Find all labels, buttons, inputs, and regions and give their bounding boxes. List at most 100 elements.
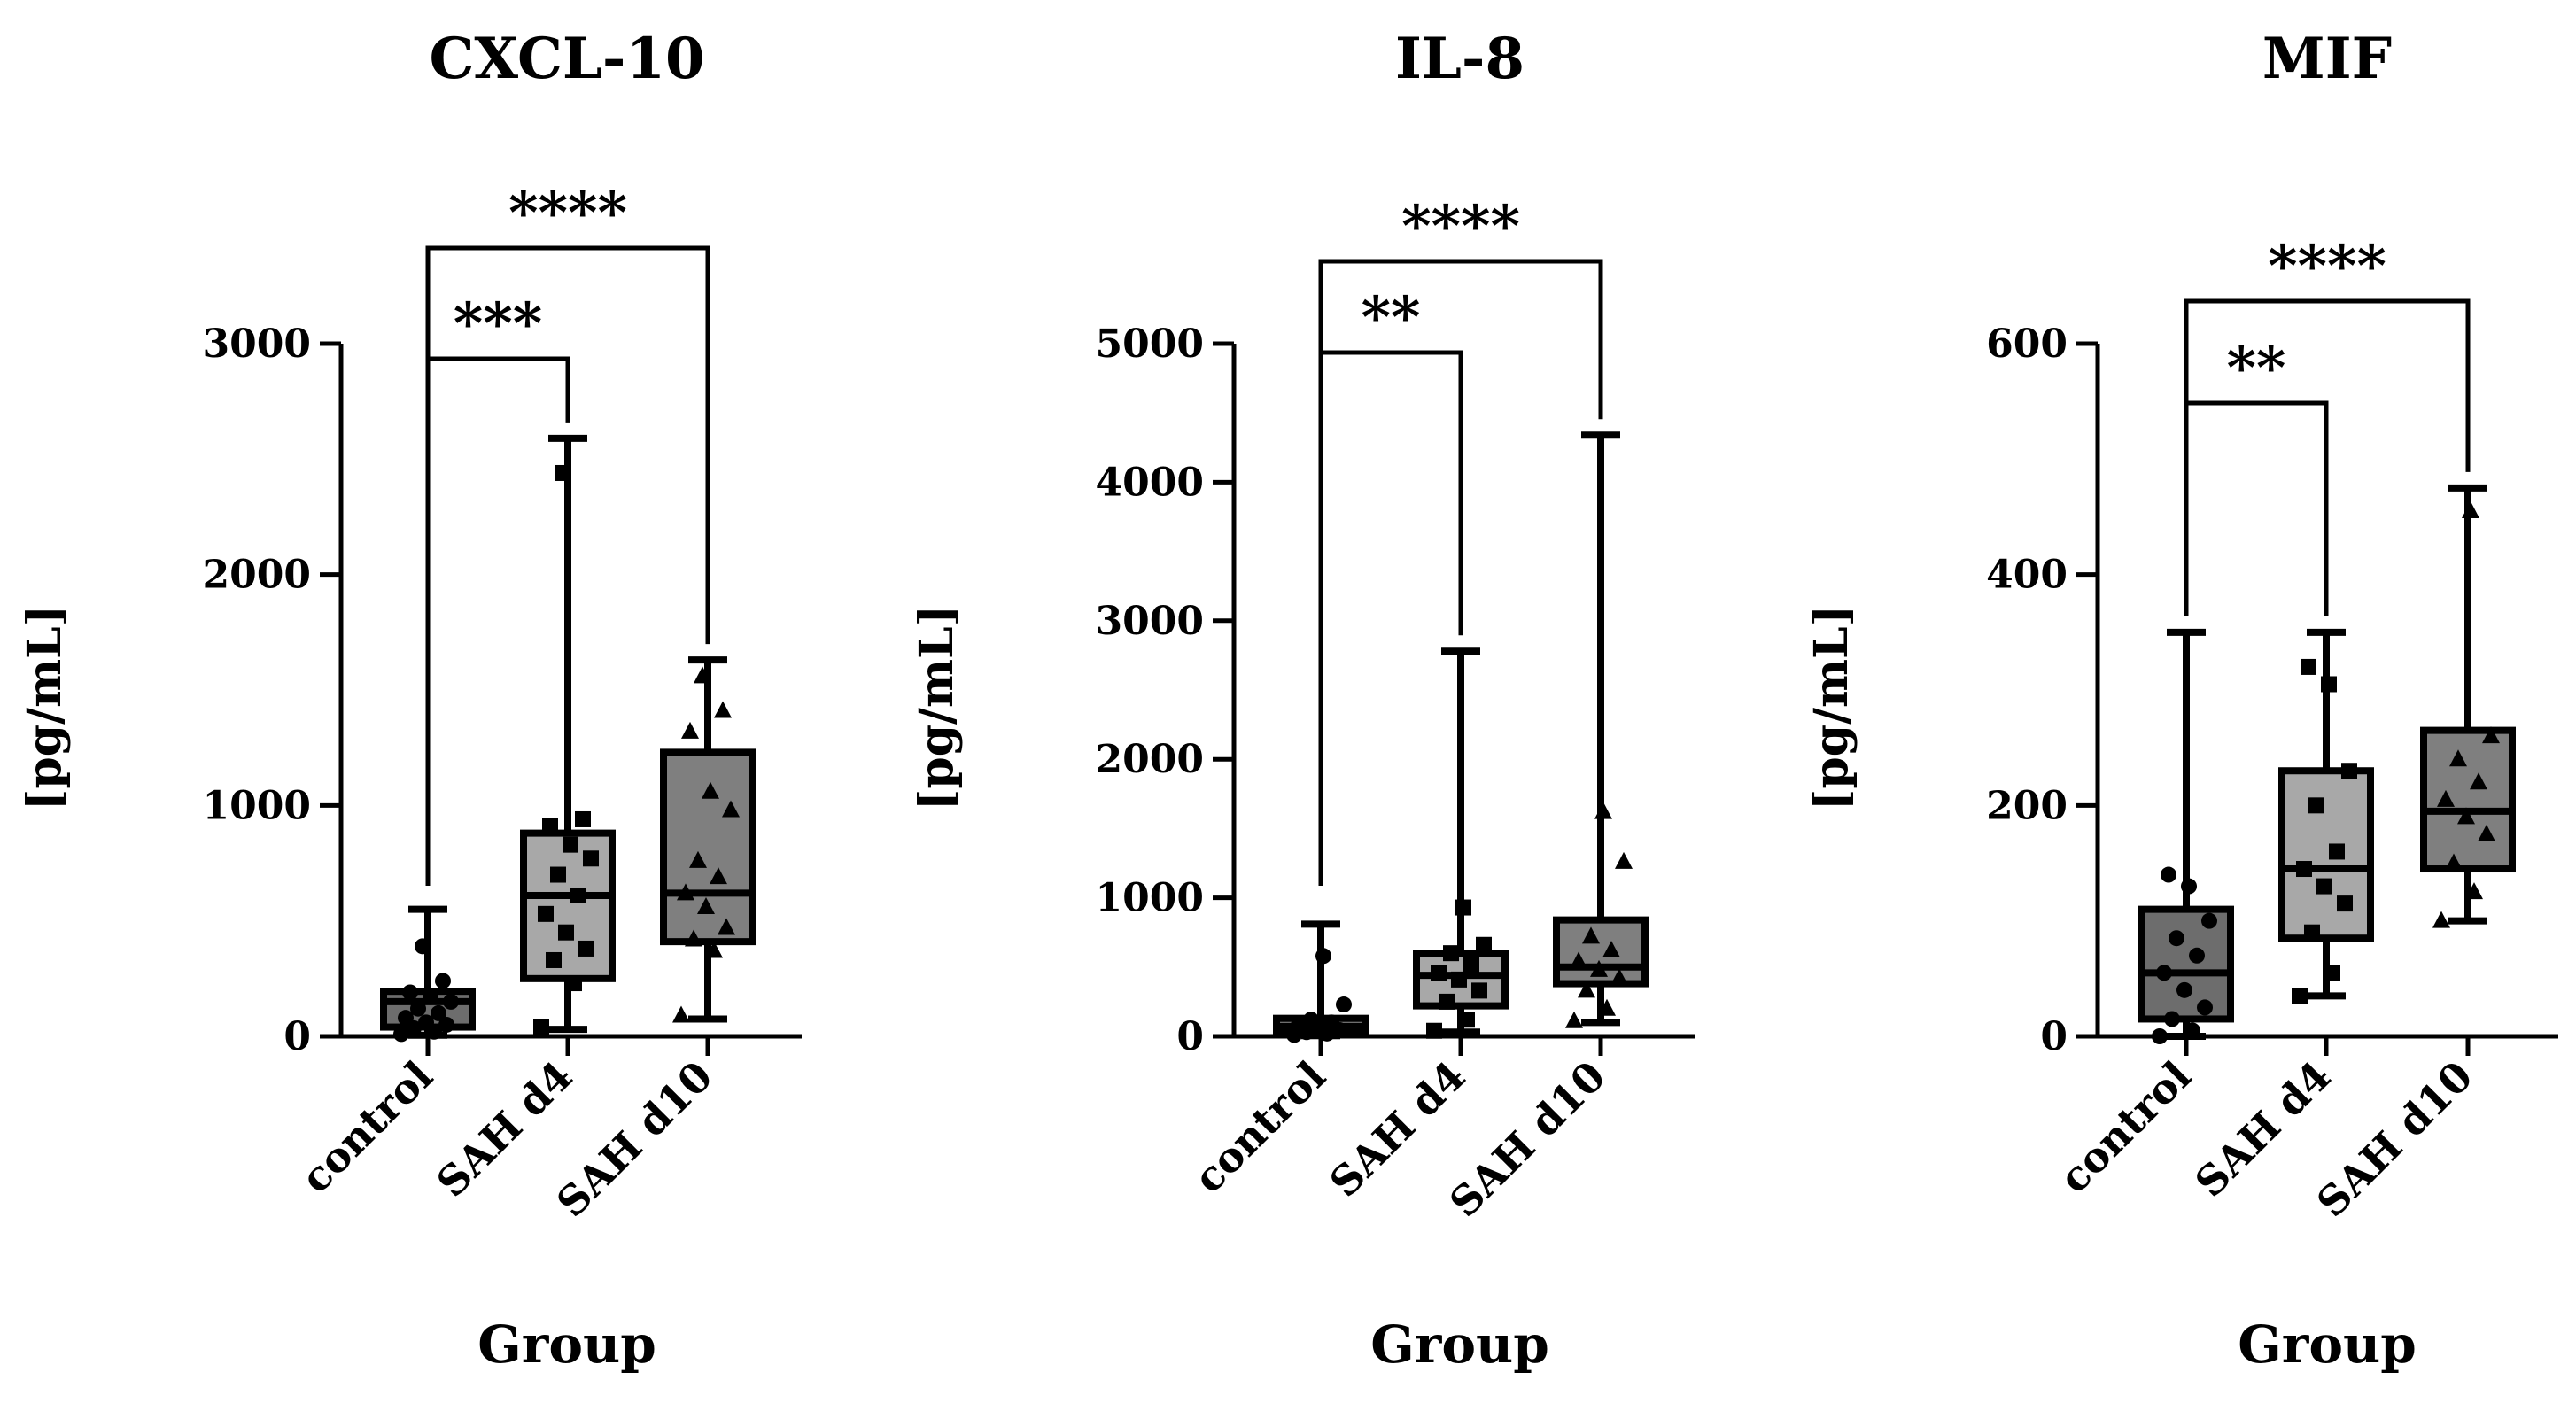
data-point <box>558 924 574 941</box>
significance-label: **** <box>508 180 627 246</box>
significance-label: *** <box>454 291 542 357</box>
y-tick-label: 3000 <box>1096 599 1204 644</box>
y-tick-label: 4000 <box>1096 460 1204 505</box>
y-tick-label: 0 <box>1176 1014 1204 1059</box>
chart-title: CXCL-10 <box>429 26 704 92</box>
box-body <box>520 829 616 982</box>
data-point <box>1594 802 1612 819</box>
data-point <box>575 810 591 827</box>
data-point <box>2201 912 2217 929</box>
data-point <box>533 1019 549 1035</box>
significance-bracket: ** <box>2184 335 2329 616</box>
bracket-line <box>2184 400 2329 616</box>
data-point <box>546 951 562 968</box>
significance-bracket: **** <box>2184 233 2471 616</box>
y-tick-label: 200 <box>1986 783 2068 828</box>
box-control <box>1273 920 1369 1043</box>
y-tick-label: 2000 <box>203 553 311 598</box>
data-point <box>2184 1022 2200 1039</box>
significance-label: **** <box>2268 233 2386 299</box>
data-point <box>1443 945 1459 962</box>
chart-title: MIF <box>2262 26 2392 92</box>
y-tick-label: 0 <box>283 1014 311 1059</box>
data-point <box>2152 1028 2168 1044</box>
chart-panel-1: CXCL-100100020003000[pg/mL]GroupcontrolS… <box>18 26 802 1375</box>
data-point <box>694 666 711 684</box>
data-point <box>1431 965 1447 981</box>
data-point <box>1582 926 1600 944</box>
data-point <box>2470 772 2487 790</box>
data-point <box>2457 807 2475 825</box>
bracket-line <box>425 245 710 886</box>
y-tick-label: 0 <box>2040 1014 2068 1059</box>
data-point <box>423 988 438 1005</box>
data-point <box>550 866 566 883</box>
x-axis-label: Group <box>477 1314 656 1375</box>
box-sah-d10 <box>660 656 756 1023</box>
data-point <box>1602 941 1620 958</box>
significance-bracket: **** <box>1318 193 1603 886</box>
data-point <box>718 918 735 935</box>
data-point <box>1426 1022 1442 1039</box>
data-point <box>566 975 582 992</box>
x-axis-label: Group <box>1370 1314 1549 1375</box>
box-sah-d10 <box>1553 431 1649 1028</box>
data-point <box>1471 982 1487 999</box>
bracket-line <box>425 356 570 886</box>
data-point <box>2197 999 2213 1016</box>
data-point <box>402 984 418 1001</box>
data-point <box>2164 1011 2180 1027</box>
y-tick-label: 1000 <box>1096 876 1204 921</box>
y-tick-label: 5000 <box>1096 322 1204 367</box>
box-sah-d4 <box>520 434 616 1035</box>
data-point <box>2189 947 2205 964</box>
data-point <box>2432 911 2450 928</box>
data-point <box>681 721 699 739</box>
data-point <box>710 867 727 885</box>
data-point <box>2308 797 2324 814</box>
significance-label: **** <box>1401 193 1520 260</box>
data-point <box>1463 956 1479 973</box>
significance-label: ** <box>1362 284 1421 351</box>
data-point <box>1476 936 1492 953</box>
data-point <box>2176 981 2192 998</box>
data-point <box>1615 851 1633 869</box>
box-control <box>2138 628 2234 1044</box>
data-point <box>2156 965 2172 981</box>
data-point <box>2301 658 2316 675</box>
data-point <box>2449 749 2467 767</box>
data-point <box>1590 959 1608 977</box>
data-point <box>393 1026 409 1043</box>
data-point <box>2462 500 2479 518</box>
x-tick-label: control <box>291 1052 442 1203</box>
data-point <box>2324 965 2340 981</box>
data-point <box>1336 996 1352 1013</box>
data-point <box>1459 1012 1475 1028</box>
bracket-line <box>1318 350 1463 886</box>
y-tick-label: 2000 <box>1096 737 1204 782</box>
significance-bracket: **** <box>425 180 710 886</box>
data-point <box>1439 993 1455 1010</box>
data-point <box>2292 988 2308 1004</box>
data-point <box>2161 866 2176 883</box>
y-tick-label: 3000 <box>203 322 311 367</box>
box-body <box>2278 767 2374 942</box>
data-point <box>2482 726 2500 744</box>
data-point <box>1598 998 1616 1016</box>
box-body <box>2138 905 2234 1023</box>
data-point <box>415 938 431 955</box>
x-tick-label: control <box>1184 1052 1335 1203</box>
data-point <box>431 1004 446 1021</box>
x-tick-label: control <box>2050 1052 2200 1203</box>
y-tick-label: 400 <box>1986 553 2068 598</box>
data-point <box>410 1000 426 1017</box>
box-sah-d10 <box>2420 484 2516 928</box>
data-point <box>702 781 719 799</box>
data-point <box>1565 1011 1583 1028</box>
data-point <box>542 818 558 834</box>
data-point <box>2465 882 2483 900</box>
data-point <box>538 905 554 922</box>
data-point <box>2321 676 2337 693</box>
